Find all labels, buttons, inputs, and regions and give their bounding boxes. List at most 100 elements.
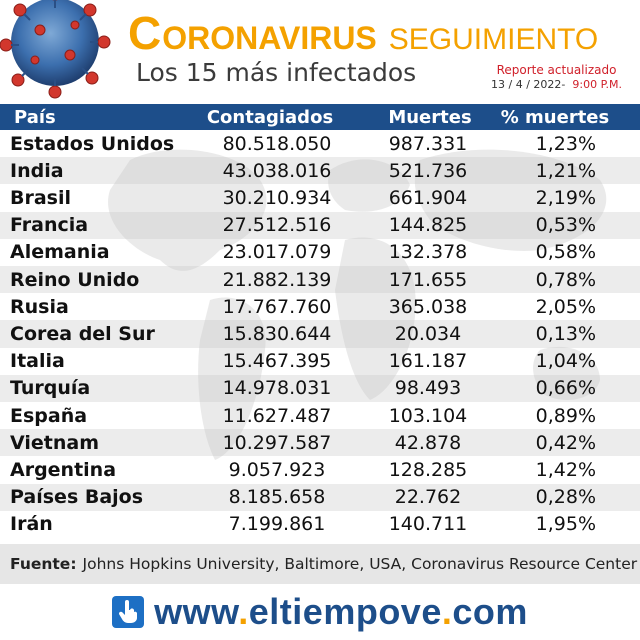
deaths-cell: 171.655 <box>388 268 468 291</box>
table-row: India 43.038.016 521.736 1,21% <box>0 157 640 185</box>
report-time: 9:00 P.M. <box>572 78 622 91</box>
deaths-cell: 140.711 <box>388 513 468 536</box>
death-rate-cell: 0,58% <box>535 241 596 264</box>
country-cell: Brasil <box>10 186 72 209</box>
deaths-cell: 661.904 <box>388 186 468 209</box>
url-tld: com <box>452 591 528 632</box>
coronavirus-illustration <box>0 0 125 100</box>
cases-cell: 8.185.658 <box>228 486 326 509</box>
country-cell: Reino Unido <box>10 268 140 291</box>
table-row: Vietnam 10.297.587 42.878 0,42% <box>0 429 640 457</box>
main-title: C ORONAVIRUS SEGUIMIENTO <box>128 6 599 59</box>
death-rate-cell: 0,66% <box>535 377 596 400</box>
report-datetime: 13 / 4 / 2022- 9:00 P.M. <box>491 78 622 91</box>
table-row: Estados Unidos 80.518.050 987.331 1,23% <box>0 130 640 157</box>
website-link[interactable]: www.eltiempove.com <box>154 591 528 632</box>
death-rate-cell: 1,23% <box>535 132 596 155</box>
deaths-cell: 20.034 <box>394 322 462 345</box>
cases-cell: 7.199.861 <box>228 513 326 536</box>
source-label: Fuente: <box>10 555 77 573</box>
cases-cell: 80.518.050 <box>222 132 332 155</box>
url-www: www <box>154 591 239 632</box>
report-date: 13 / 4 / 2022- <box>491 78 566 91</box>
deaths-cell: 42.878 <box>394 431 462 454</box>
death-rate-cell: 2,05% <box>535 295 596 318</box>
title-rest: ORONAVIRUS <box>162 20 377 56</box>
column-header-country: País <box>14 106 56 128</box>
table-row: Corea del Sur 15.830.644 20.034 0,13% <box>0 320 640 348</box>
table-row: Francia 27.512.516 144.825 0,53% <box>0 211 640 239</box>
country-cell: Irán <box>10 513 53 536</box>
cases-cell: 9.057.923 <box>228 458 326 481</box>
death-rate-cell: 2,19% <box>535 186 596 209</box>
table-row: España 11.627.487 103.104 0,89% <box>0 402 640 429</box>
country-cell: Estados Unidos <box>10 132 175 155</box>
table-row: Argentina 9.057.923 128.285 1,42% <box>0 456 640 483</box>
table-row: Brasil 30.210.934 661.904 2,19% <box>0 184 640 211</box>
title-initial: C <box>128 7 161 59</box>
death-rate-cell: 0,28% <box>535 486 596 509</box>
country-cell: Argentina <box>10 458 117 481</box>
deaths-cell: 132.378 <box>388 241 468 264</box>
column-header-cases: Contagiados <box>206 106 334 128</box>
cases-cell: 15.467.395 <box>222 350 332 373</box>
country-cell: Francia <box>10 214 89 237</box>
column-header-death-rate: % muertes <box>500 106 610 128</box>
source-text: Johns Hopkins University, Baltimore, USA… <box>82 555 638 573</box>
country-cell: Turquía <box>10 377 91 400</box>
death-rate-cell: 0,78% <box>535 268 596 291</box>
source-bar: Fuente: Johns Hopkins University, Baltim… <box>0 544 640 584</box>
country-cell: Italia <box>10 350 65 373</box>
cases-cell: 30.210.934 <box>222 186 332 209</box>
table-row: Irán 7.199.861 140.711 1,95% <box>0 511 640 538</box>
cases-cell: 27.512.516 <box>222 214 332 237</box>
cases-cell: 43.038.016 <box>222 159 332 182</box>
death-rate-cell: 0,89% <box>535 404 596 427</box>
report-info: Reporte actualizado 13 / 4 / 2022- 9:00 … <box>491 63 622 91</box>
cases-cell: 23.017.079 <box>222 241 332 264</box>
death-rate-cell: 0,53% <box>535 214 596 237</box>
country-cell: Vietnam <box>10 431 99 454</box>
death-rate-cell: 1,95% <box>535 513 596 536</box>
report-label: Reporte actualizado <box>496 63 617 77</box>
country-cell: Países Bajos <box>10 486 144 509</box>
ranking-table: País Contagiados Muertes % muertes Estad… <box>0 104 640 540</box>
deaths-cell: 521.736 <box>388 159 468 182</box>
country-cell: Rusia <box>10 295 69 318</box>
deaths-cell: 144.825 <box>388 214 468 237</box>
country-cell: España <box>10 404 88 427</box>
deaths-cell: 22.762 <box>394 486 462 509</box>
column-header-deaths: Muertes <box>388 106 472 128</box>
cases-cell: 15.830.644 <box>222 322 332 345</box>
death-rate-cell: 0,13% <box>535 322 596 345</box>
deaths-cell: 103.104 <box>388 404 468 427</box>
country-cell: Alemania <box>10 241 110 264</box>
table-row: Turquía 14.978.031 98.493 0,66% <box>0 374 640 402</box>
table-row: Alemania 23.017.079 132.378 0,58% <box>0 239 640 266</box>
deaths-cell: 365.038 <box>388 295 468 318</box>
cases-cell: 14.978.031 <box>222 377 332 400</box>
table-row: Reino Unido 21.882.139 171.655 0,78% <box>0 266 640 294</box>
table-header: País Contagiados Muertes % muertes <box>0 104 640 130</box>
death-rate-cell: 1,04% <box>535 350 596 373</box>
deaths-cell: 98.493 <box>394 377 462 400</box>
deaths-cell: 128.285 <box>388 458 468 481</box>
cases-cell: 17.767.760 <box>222 295 332 318</box>
footer: www.eltiempove.com <box>0 584 640 640</box>
table-row: Italia 15.467.395 161.187 1,04% <box>0 348 640 375</box>
cases-cell: 11.627.487 <box>222 404 332 427</box>
hand-pointer-icon <box>112 596 145 628</box>
cases-cell: 10.297.587 <box>222 431 332 454</box>
deaths-cell: 161.187 <box>388 350 468 373</box>
country-cell: Corea del Sur <box>10 322 155 345</box>
url-name: eltiempove <box>248 591 442 632</box>
cases-cell: 21.882.139 <box>222 268 332 291</box>
title-suffix: SEGUIMIENTO <box>388 23 599 56</box>
death-rate-cell: 1,21% <box>535 159 596 182</box>
death-rate-cell: 0,42% <box>535 431 596 454</box>
deaths-cell: 987.331 <box>388 132 468 155</box>
country-cell: India <box>10 159 64 182</box>
subtitle: Los 15 más infectados <box>136 58 417 87</box>
death-rate-cell: 1,42% <box>535 458 596 481</box>
table-row: Rusia 17.767.760 365.038 2,05% <box>0 293 640 320</box>
